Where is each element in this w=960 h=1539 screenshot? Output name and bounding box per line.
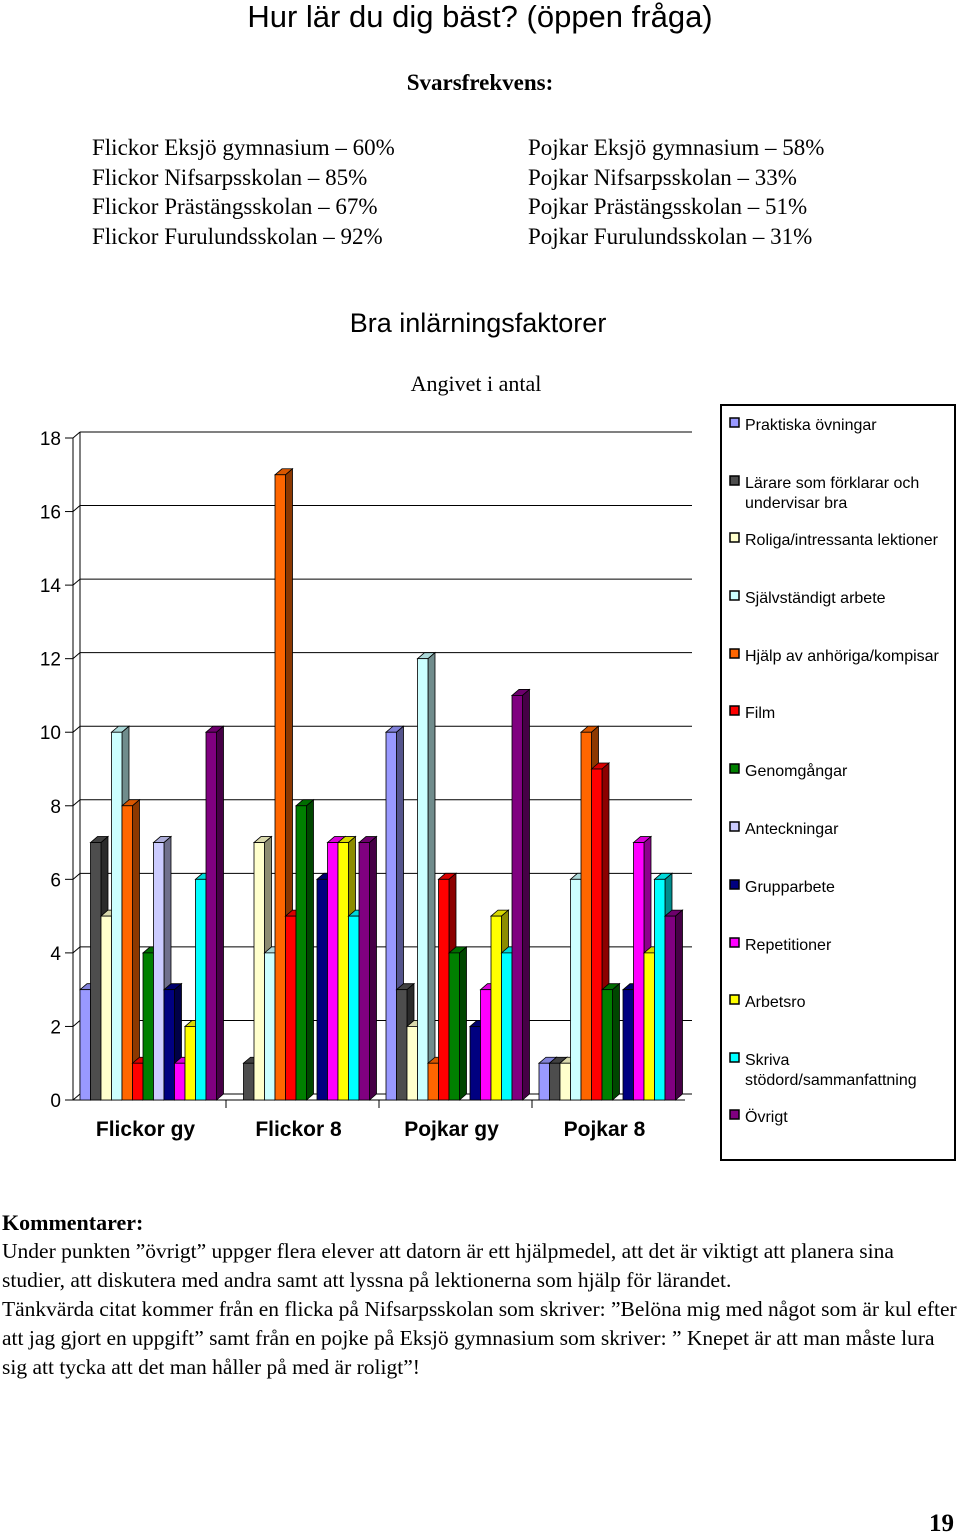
y-tick-depth bbox=[72, 431, 81, 439]
y-tick-label: 4 bbox=[50, 944, 61, 965]
legend-label: Grupparbete bbox=[745, 879, 835, 896]
legend-swatch bbox=[729, 532, 740, 543]
chart-category-labels: Flickor gy Flickor 8 Pojkar gy Pojkar 8 bbox=[96, 1118, 646, 1141]
x-category-label: Pojkar gy bbox=[404, 1118, 499, 1141]
frequency-boys-item: Pojkar Prästängsskolan – 51% bbox=[528, 194, 808, 219]
legend-label: Repetitioner bbox=[745, 937, 832, 954]
y-tick-label: 12 bbox=[40, 650, 61, 671]
chart-subtitle: Angivet i antal bbox=[411, 371, 542, 396]
legend-label: Roliga/intressanta lektioner bbox=[745, 532, 939, 549]
y-tick-label: 8 bbox=[50, 797, 61, 818]
y-tick-label: 0 bbox=[50, 1091, 61, 1112]
legend-label: Skriva stödord/sammanfattning bbox=[745, 1052, 917, 1089]
legend-label: Hjälp av anhöriga/kompisar bbox=[745, 648, 940, 665]
y-tick-label: 2 bbox=[50, 1017, 61, 1038]
legend-box bbox=[720, 404, 956, 1161]
bar bbox=[416, 651, 437, 1101]
bar bbox=[447, 946, 468, 1101]
y-tick-depth bbox=[72, 872, 81, 880]
frequency-heading: Svarsfrekvens: bbox=[406, 70, 554, 95]
legend-swatch bbox=[729, 937, 740, 948]
y-tick-label: 18 bbox=[40, 429, 61, 450]
y-tick-depth bbox=[72, 1093, 81, 1101]
bar bbox=[294, 798, 315, 1101]
y-tick-depth bbox=[72, 946, 81, 954]
legend-label: Lärare som förklarar och undervisar bra bbox=[745, 475, 919, 512]
legend-swatch bbox=[729, 705, 740, 716]
bar bbox=[204, 725, 225, 1101]
x-category-label: Pojkar 8 bbox=[564, 1118, 646, 1141]
bar bbox=[120, 798, 141, 1101]
frequency-boys-item: Pojkar Nifsarpsskolan – 33% bbox=[528, 164, 797, 190]
frequency-girls-item: Flickor Furulundsskolan – 92% bbox=[92, 223, 383, 249]
frequency-girls-item: Flickor Eksjö gymnasium – 60% bbox=[92, 135, 395, 160]
page-number: 19 bbox=[929, 1510, 954, 1537]
legend-label: Övrigt bbox=[745, 1108, 788, 1126]
comments-section: Kommentarer: Under punkten ”övrigt” uppg… bbox=[2, 1208, 957, 1382]
bar-chart: Bra inlärningsfaktorer Angivet i antal 0… bbox=[40, 308, 956, 1161]
legend-label: Självständigt arbete bbox=[745, 590, 886, 607]
y-tick-label: 10 bbox=[40, 723, 61, 744]
y-tick-depth bbox=[72, 799, 81, 807]
y-tick-depth bbox=[72, 578, 81, 586]
legend-swatch bbox=[729, 1052, 740, 1063]
y-tick-depth bbox=[72, 505, 81, 512]
frequency-girls-item: Flickor Nifsarpsskolan – 85% bbox=[92, 164, 368, 190]
page-title: Hur lär du dig bäst? (öppen fråga) bbox=[247, 0, 713, 34]
legend-label: Praktiska övningar bbox=[745, 417, 877, 434]
chart-title: Bra inlärningsfaktorer bbox=[350, 308, 607, 338]
legend-swatch bbox=[729, 475, 740, 486]
y-tick-depth bbox=[72, 725, 81, 733]
legend-swatch bbox=[729, 994, 740, 1005]
chart-gridlines bbox=[80, 431, 692, 1021]
legend-swatch bbox=[729, 417, 740, 428]
bar bbox=[357, 835, 378, 1101]
comments-paragraph: Under punkten ”övrigt” uppger flera elev… bbox=[2, 1239, 894, 1292]
x-category-label: Flickor gy bbox=[96, 1118, 196, 1141]
y-tick-label: 6 bbox=[50, 870, 61, 891]
comments-heading: Kommentarer: bbox=[2, 1210, 144, 1235]
legend-swatch bbox=[729, 879, 740, 890]
legend-swatch bbox=[729, 763, 740, 774]
legend-label: Arbetsro bbox=[745, 994, 806, 1011]
legend-swatch bbox=[729, 590, 740, 601]
y-tick-depth bbox=[72, 1020, 81, 1027]
legend-label: Film bbox=[745, 705, 775, 722]
frequency-boys-list: Pojkar Eksjö gymnasium – 58% Pojkar Nifs… bbox=[528, 133, 824, 251]
x-category-label: Flickor 8 bbox=[255, 1118, 342, 1141]
bar bbox=[510, 688, 531, 1101]
y-tick-depth bbox=[72, 652, 81, 660]
legend-swatch bbox=[729, 648, 740, 659]
bar bbox=[663, 909, 684, 1101]
chart-bars bbox=[78, 467, 684, 1101]
legend-label: Anteckningar bbox=[745, 821, 839, 838]
frequency-girls-item: Flickor Prästängsskolan – 67% bbox=[92, 194, 378, 219]
frequency-boys-item: Pojkar Eksjö gymnasium – 58% bbox=[528, 135, 825, 160]
legend-swatch bbox=[729, 821, 740, 832]
y-tick-label: 14 bbox=[40, 576, 62, 597]
frequency-boys-item: Pojkar Furulundsskolan – 31% bbox=[528, 223, 813, 249]
legend-swatch bbox=[729, 1109, 740, 1120]
comments-paragraph: Tänkvärda citat kommer från en flicka på… bbox=[2, 1297, 957, 1379]
bar bbox=[600, 982, 621, 1101]
legend-label: Genomgångar bbox=[745, 762, 848, 780]
frequency-girls-list: Flickor Eksjö gymnasium – 60% Flickor Ni… bbox=[92, 133, 395, 251]
chart-legend: Praktiska övningar Lärare som förklarar o… bbox=[720, 404, 956, 1161]
y-tick-label: 16 bbox=[40, 503, 61, 524]
